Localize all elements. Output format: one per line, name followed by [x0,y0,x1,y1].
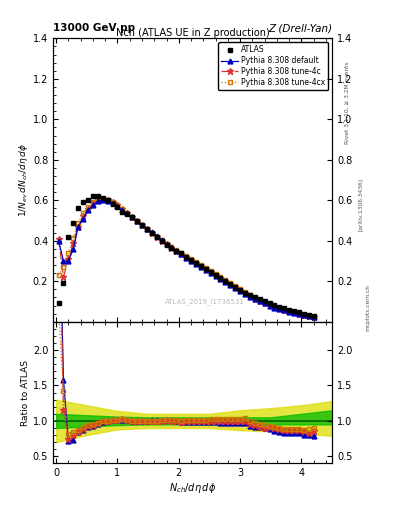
Pythia 8.308 tune-4c [223,278,228,284]
ATLAS [208,269,213,275]
Pythia 8.308 tune-4cx [257,297,262,304]
ATLAS [257,296,262,303]
Pythia 8.308 tune-4c [213,272,218,278]
Pythia 8.308 tune-4cx [130,215,134,221]
Title: Nch (ATLAS UE in Z production): Nch (ATLAS UE in Z production) [116,28,270,37]
Pythia 8.308 default [100,197,105,203]
Pythia 8.308 tune-4c [208,269,213,275]
Pythia 8.308 tune-4cx [223,277,228,283]
Pythia 8.308 default [311,314,316,321]
Pythia 8.308 tune-4c [130,215,134,221]
ATLAS [56,301,61,307]
Pythia 8.308 tune-4c [56,236,61,242]
ATLAS [223,278,228,284]
Pythia 8.308 default [223,279,228,285]
ATLAS [90,193,95,199]
Y-axis label: Ratio to ATLAS: Ratio to ATLAS [21,359,30,425]
ATLAS [213,272,218,278]
Pythia 8.308 tune-4cx [311,313,316,319]
Pythia 8.308 tune-4c [257,298,262,305]
Text: Z (Drell-Yan): Z (Drell-Yan) [268,23,332,33]
Pythia 8.308 default [56,238,61,244]
Pythia 8.308 tune-4c [100,196,105,202]
Pythia 8.308 tune-4cx [95,196,100,202]
Text: Rivet 3.1.10, ≥ 3.2M events: Rivet 3.1.10, ≥ 3.2M events [345,61,350,144]
Legend: ATLAS, Pythia 8.308 default, Pythia 8.308 tune-4c, Pythia 8.308 tune-4cx: ATLAS, Pythia 8.308 default, Pythia 8.30… [218,42,328,90]
Pythia 8.308 default [213,273,218,279]
Line: Pythia 8.308 tune-4cx: Pythia 8.308 tune-4cx [56,197,316,319]
Text: mcplots.cern.ch: mcplots.cern.ch [365,284,371,331]
Line: Pythia 8.308 tune-4c: Pythia 8.308 tune-4c [55,196,317,320]
Pythia 8.308 tune-4cx [56,272,61,278]
ATLAS [287,307,292,313]
Pythia 8.308 tune-4cx [213,271,218,277]
Line: ATLAS: ATLAS [56,194,316,318]
Text: 13000 GeV pp: 13000 GeV pp [53,23,135,33]
Pythia 8.308 tune-4c [311,314,316,320]
Line: Pythia 8.308 default: Pythia 8.308 default [56,198,316,319]
Text: [arXiv:1306.3436]: [arXiv:1306.3436] [358,178,363,231]
Y-axis label: $1/N_{ev}\,dN_{ch}/d\eta\,d\phi$: $1/N_{ev}\,dN_{ch}/d\eta\,d\phi$ [17,143,30,217]
ATLAS [311,313,316,319]
ATLAS [130,215,134,221]
Pythia 8.308 default [130,215,134,221]
X-axis label: $N_{ch}/d\eta\,d\phi$: $N_{ch}/d\eta\,d\phi$ [169,481,216,495]
Pythia 8.308 default [287,309,292,315]
Pythia 8.308 tune-4cx [208,268,213,274]
Pythia 8.308 default [257,298,262,305]
Pythia 8.308 tune-4cx [287,308,292,314]
Pythia 8.308 default [208,270,213,276]
Text: ATLAS_2019_I1736531: ATLAS_2019_I1736531 [165,298,244,305]
Pythia 8.308 tune-4c [287,308,292,314]
